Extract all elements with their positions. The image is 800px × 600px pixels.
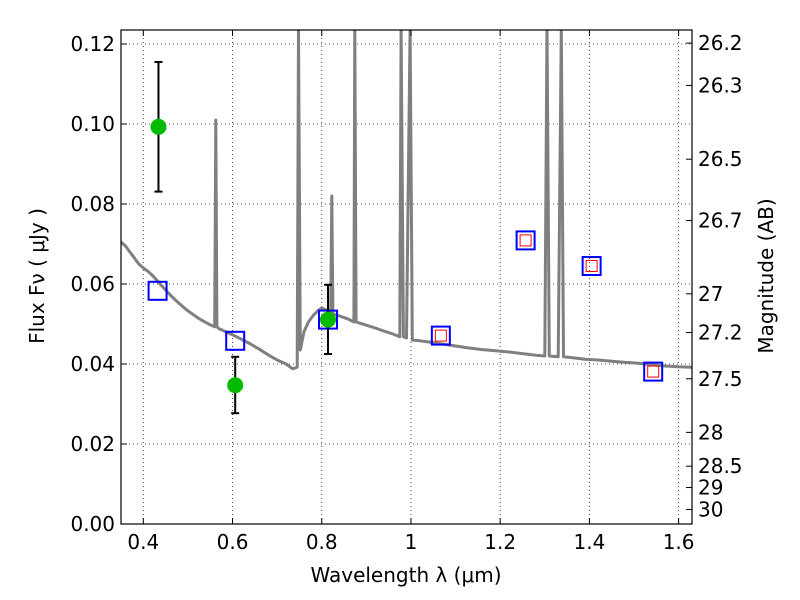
x-tick-label: 0.8 (306, 530, 338, 554)
x-tick-label: 1.2 (484, 530, 516, 554)
x-tick-label: 0.4 (127, 530, 159, 554)
synthetic-photometry-square (225, 330, 246, 351)
y-axis-label: Flux Fν ( μJy ) (25, 208, 49, 344)
y-tick-label: 0.06 (70, 272, 115, 296)
x-axis-ticks: 0.4 0.6 0.8 1 1.2 1.4 1.6 (127, 30, 695, 554)
y-tick-label: 0.00 (70, 512, 115, 536)
magnitude-tick-label: 27.5 (698, 367, 743, 391)
y-tick-label: 0.10 (70, 112, 115, 136)
synthetic-photometry-square (581, 256, 602, 276)
x-tick-label: 1.6 (663, 530, 695, 554)
y-tick-label: 0.08 (70, 192, 115, 216)
magnitude-tick-label: 26.3 (698, 73, 743, 97)
magnitude-tick-label: 30 (698, 497, 723, 521)
x-tick-label: 1 (405, 530, 418, 554)
plot-frame (120, 29, 693, 525)
expected-photometry-square (434, 329, 447, 342)
synthetic-photometry-markers (147, 230, 664, 382)
magnitude-tick-label: 28.5 (698, 454, 743, 478)
observed-detection-point (150, 118, 167, 135)
observed-detection-point (227, 377, 244, 394)
magnitude-tick-label: 26.2 (698, 31, 743, 55)
x-tick-label: 1.4 (573, 530, 605, 554)
y-tick-label: 0.04 (70, 352, 115, 376)
expected-photometry-square (585, 260, 598, 272)
x-axis-label: Wavelength λ (μm) (310, 563, 501, 587)
magnitude-axis-label: Magnitude (AB) (754, 198, 778, 353)
synthetic-photometry-square (430, 325, 451, 346)
magnitude-tick-label: 27 (698, 282, 723, 306)
magnitude-tick-label: 26.5 (698, 147, 743, 171)
synthetic-photometry-square (515, 230, 536, 251)
y-tick-label: 0.02 (70, 432, 115, 456)
magnitude-tick-label: 27.2 (698, 321, 743, 345)
magnitude-tick-label: 29 (698, 476, 723, 500)
observed-detections (150, 61, 336, 415)
observed-detection-point (319, 311, 336, 328)
expected-photometry-square (519, 234, 532, 247)
expected-photometry-square (647, 365, 660, 378)
model-spectrum-line (121, 30, 692, 371)
expected-photometry-markers (434, 234, 660, 378)
y-axis-ticks: 0.00 0.02 0.04 0.06 0.08 0.10 0.12 (70, 32, 127, 536)
x-tick-label: 0.6 (217, 530, 249, 554)
magnitude-tick-label: 28 (698, 420, 723, 444)
magnitude-tick-label: 26.7 (698, 209, 743, 233)
synthetic-photometry-square (643, 361, 664, 382)
plot-area (121, 30, 692, 415)
synthetic-photometry-square (147, 280, 168, 301)
y-tick-label: 0.12 (70, 32, 115, 56)
